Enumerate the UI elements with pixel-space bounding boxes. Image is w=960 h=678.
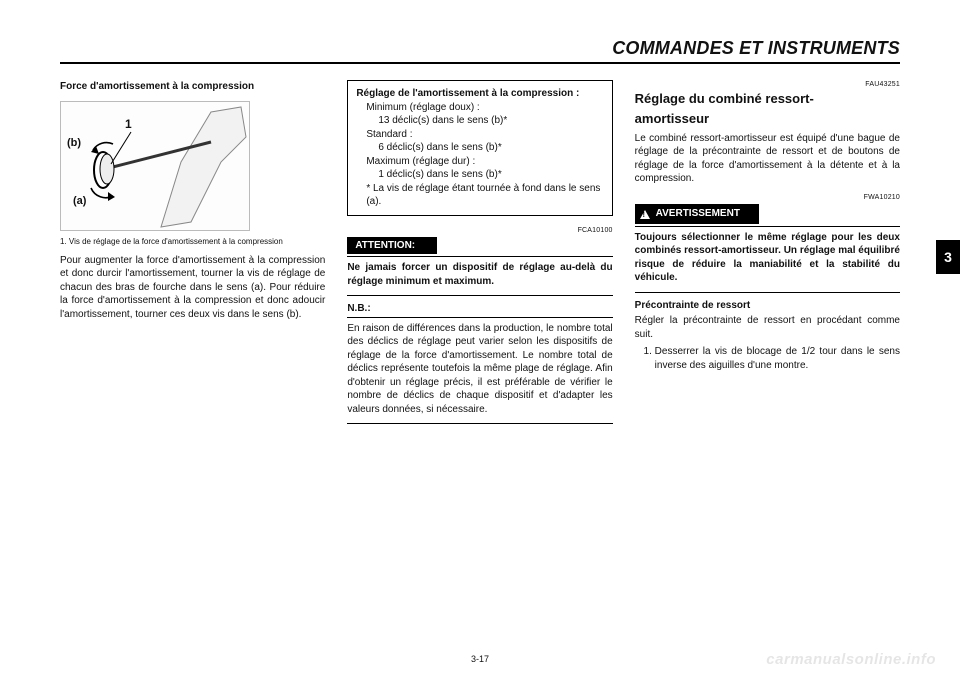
nb-rule xyxy=(347,317,612,318)
col3-heading-line1: Réglage du combiné ressort- xyxy=(635,91,900,107)
warning-rule xyxy=(635,226,900,227)
warning-triangle-icon xyxy=(640,210,650,219)
spec-max-label: Maximum (réglage dur) : xyxy=(356,155,603,169)
spec-std-label: Standard : xyxy=(356,128,603,142)
col3-code-top: FAU43251 xyxy=(635,80,900,89)
diagram-label-b: (b) xyxy=(67,136,81,151)
fork-diagram: (b) 1 (a) xyxy=(60,101,250,231)
col3-intro: Le combiné ressort-amortisseur est équip… xyxy=(635,132,900,186)
warning-text: Toujours sélectionner le même réglage po… xyxy=(635,231,900,285)
section-tab: 3 xyxy=(936,240,960,274)
attention-rule xyxy=(347,256,612,257)
spec-title: Réglage de l'amortissement à la compress… xyxy=(356,87,603,101)
preload-step-1: Desserrer la vis de blocage de 1/2 tour … xyxy=(655,345,900,372)
column-1: Force d'amortissement à la compression xyxy=(60,80,325,640)
fork-diagram-svg xyxy=(61,102,251,232)
warn-code: FWA10210 xyxy=(635,193,900,202)
diagram-label-1: 1 xyxy=(125,116,132,132)
nb-label: N.B.: xyxy=(347,303,370,314)
attention-label: ATTENTION: xyxy=(347,237,437,255)
spec-min-val: 13 déclic(s) dans le sens (b)* xyxy=(356,114,603,128)
col1-para1: Pour augmenter la force d'amortissement … xyxy=(60,254,325,322)
diagram-label-a: (a) xyxy=(73,194,86,209)
columns: Force d'amortissement à la compression xyxy=(60,80,900,640)
warning-label: AVERTISSEMENT xyxy=(635,204,759,224)
page-number: 3-17 xyxy=(0,654,960,664)
preload-steps: Desserrer la vis de blocage de 1/2 tour … xyxy=(635,345,900,372)
nb-text: En raison de différences dans la product… xyxy=(347,322,612,417)
header-rule xyxy=(60,62,900,64)
warning-label-text: AVERTISSEMENT xyxy=(656,207,740,221)
page-title: COMMANDES ET INSTRUMENTS xyxy=(612,38,900,59)
preload-subhead: Précontrainte de ressort xyxy=(635,299,900,313)
spec-std-val: 6 déclic(s) dans le sens (b)* xyxy=(356,141,603,155)
attention-text: Ne jamais forcer un dispositif de réglag… xyxy=(347,261,612,288)
col3-heading-line2: amortisseur xyxy=(635,111,900,127)
spec-min-label: Minimum (réglage doux) : xyxy=(356,101,603,115)
diagram-caption: 1. Vis de réglage de la force d'amortiss… xyxy=(60,237,325,247)
column-3: FAU43251 Réglage du combiné ressort- amo… xyxy=(635,80,900,640)
page: COMMANDES ET INSTRUMENTS 3 Force d'amort… xyxy=(0,0,960,678)
warning-end-rule xyxy=(635,292,900,293)
spec-footnote: * La vis de réglage étant tournée à fond… xyxy=(356,182,603,209)
spec-max-val: 1 déclic(s) dans le sens (b)* xyxy=(356,168,603,182)
spec-box: Réglage de l'amortissement à la compress… xyxy=(347,80,612,216)
col1-subhead: Force d'amortissement à la compression xyxy=(60,80,325,94)
preload-intro: Régler la précontrainte de ressort en pr… xyxy=(635,314,900,341)
nb-end-rule xyxy=(347,423,612,424)
attention-end-rule xyxy=(347,295,612,296)
attention-code: FCA10100 xyxy=(347,226,612,235)
column-2: Réglage de l'amortissement à la compress… xyxy=(347,80,612,640)
